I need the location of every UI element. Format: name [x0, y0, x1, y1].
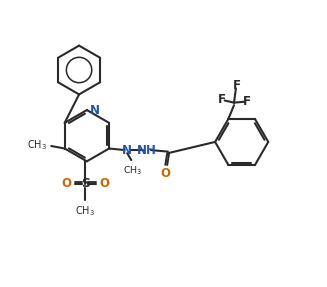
- Text: N: N: [122, 144, 132, 157]
- Text: O: O: [61, 177, 71, 190]
- Text: N: N: [89, 104, 99, 117]
- Text: F: F: [218, 93, 226, 106]
- Text: CH$_3$: CH$_3$: [123, 165, 143, 177]
- Text: F: F: [243, 95, 251, 108]
- Text: O: O: [99, 177, 110, 190]
- Text: NH: NH: [137, 144, 157, 157]
- Text: S: S: [81, 177, 90, 190]
- Text: F: F: [232, 79, 241, 92]
- Text: CH$_3$: CH$_3$: [27, 138, 47, 152]
- Text: O: O: [160, 167, 170, 180]
- Text: CH$_3$: CH$_3$: [75, 204, 95, 218]
